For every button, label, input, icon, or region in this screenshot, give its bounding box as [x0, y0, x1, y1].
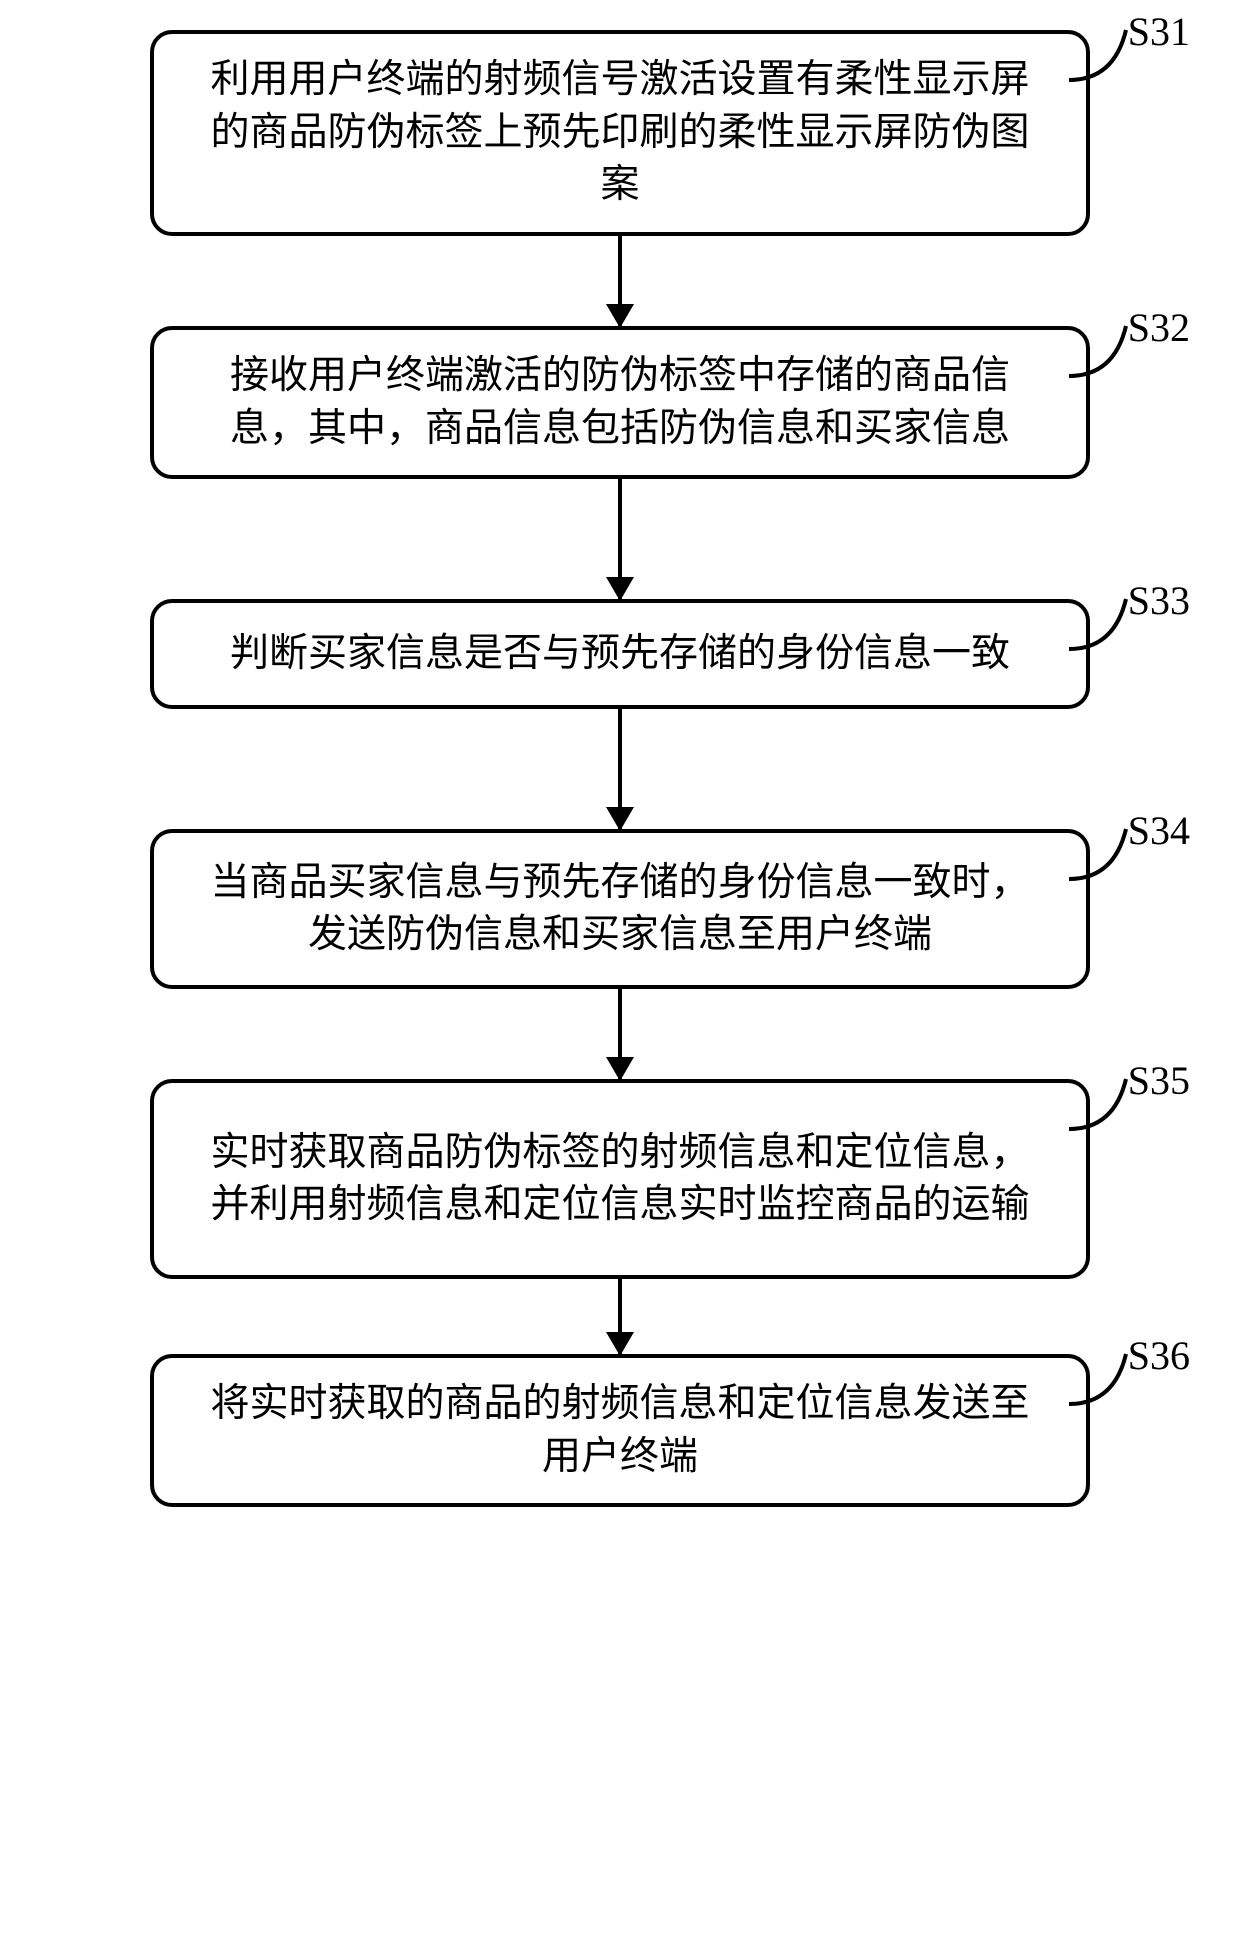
flowchart-box: 当商品买家信息与预先存储的身份信息一致时，发送防伪信息和买家信息至用户终端 — [150, 829, 1090, 989]
step-label-connector: S35 — [1064, 1061, 1190, 1131]
flowchart-container: 利用用户终端的射频信号激活设置有柔性显示屏的商品防伪标签上预先印刷的柔性显示屏防… — [20, 30, 1220, 1507]
flowchart-step: 接收用户终端激活的防伪标签中存储的商品信息，其中，商品信息包括防伪信息和买家信息… — [20, 326, 1220, 479]
step-label: S34 — [1128, 811, 1190, 851]
flowchart-box-text: 接收用户终端激活的防伪标签中存储的商品信息，其中，商品信息包括防伪信息和买家信息 — [194, 350, 1046, 455]
flowchart-step: 当商品买家信息与预先存储的身份信息一致时，发送防伪信息和买家信息至用户终端S34 — [20, 829, 1220, 989]
flowchart-box: 判断买家信息是否与预先存储的身份信息一致 — [150, 599, 1090, 709]
flowchart-box-text: 判断买家信息是否与预先存储的身份信息一致 — [230, 628, 1010, 681]
connector-curve-icon — [1064, 821, 1134, 881]
step-label-connector: S34 — [1064, 811, 1190, 881]
connector-curve-icon — [1064, 591, 1134, 651]
flowchart-box: 利用用户终端的射频信号激活设置有柔性显示屏的商品防伪标签上预先印刷的柔性显示屏防… — [150, 30, 1090, 236]
step-label: S36 — [1128, 1336, 1190, 1376]
flow-arrow-icon — [618, 236, 622, 326]
flowchart-step: 判断买家信息是否与预先存储的身份信息一致S33 — [20, 599, 1220, 709]
connector-curve-icon — [1064, 22, 1134, 82]
step-label-connector: S31 — [1064, 12, 1190, 82]
connector-curve-icon — [1064, 1071, 1134, 1131]
flow-arrow-icon — [618, 989, 622, 1079]
step-label: S32 — [1128, 308, 1190, 348]
connector-curve-icon — [1064, 1346, 1134, 1406]
flowchart-box: 将实时获取的商品的射频信息和定位信息发送至用户终端 — [150, 1354, 1090, 1507]
flowchart-box-text: 当商品买家信息与预先存储的身份信息一致时，发送防伪信息和买家信息至用户终端 — [194, 857, 1046, 962]
connector-curve-icon — [1064, 318, 1134, 378]
flowchart-box-text: 将实时获取的商品的射频信息和定位信息发送至用户终端 — [194, 1378, 1046, 1483]
flowchart-box: 接收用户终端激活的防伪标签中存储的商品信息，其中，商品信息包括防伪信息和买家信息 — [150, 326, 1090, 479]
flowchart-step: 利用用户终端的射频信号激活设置有柔性显示屏的商品防伪标签上预先印刷的柔性显示屏防… — [20, 30, 1220, 236]
flow-arrow-icon — [618, 709, 622, 829]
flowchart-step: 实时获取商品防伪标签的射频信息和定位信息，并利用射频信息和定位信息实时监控商品的… — [20, 1079, 1220, 1279]
step-label: S35 — [1128, 1061, 1190, 1101]
flowchart-box-text: 利用用户终端的射频信号激活设置有柔性显示屏的商品防伪标签上预先印刷的柔性显示屏防… — [194, 54, 1046, 212]
step-label: S33 — [1128, 581, 1190, 621]
flowchart-box: 实时获取商品防伪标签的射频信息和定位信息，并利用射频信息和定位信息实时监控商品的… — [150, 1079, 1090, 1279]
step-label-connector: S36 — [1064, 1336, 1190, 1406]
flow-arrow-icon — [618, 479, 622, 599]
step-label-connector: S32 — [1064, 308, 1190, 378]
flowchart-step: 将实时获取的商品的射频信息和定位信息发送至用户终端S36 — [20, 1354, 1220, 1507]
flowchart-box-text: 实时获取商品防伪标签的射频信息和定位信息，并利用射频信息和定位信息实时监控商品的… — [194, 1127, 1046, 1232]
step-label: S31 — [1128, 12, 1190, 52]
step-label-connector: S33 — [1064, 581, 1190, 651]
flow-arrow-icon — [618, 1279, 622, 1354]
